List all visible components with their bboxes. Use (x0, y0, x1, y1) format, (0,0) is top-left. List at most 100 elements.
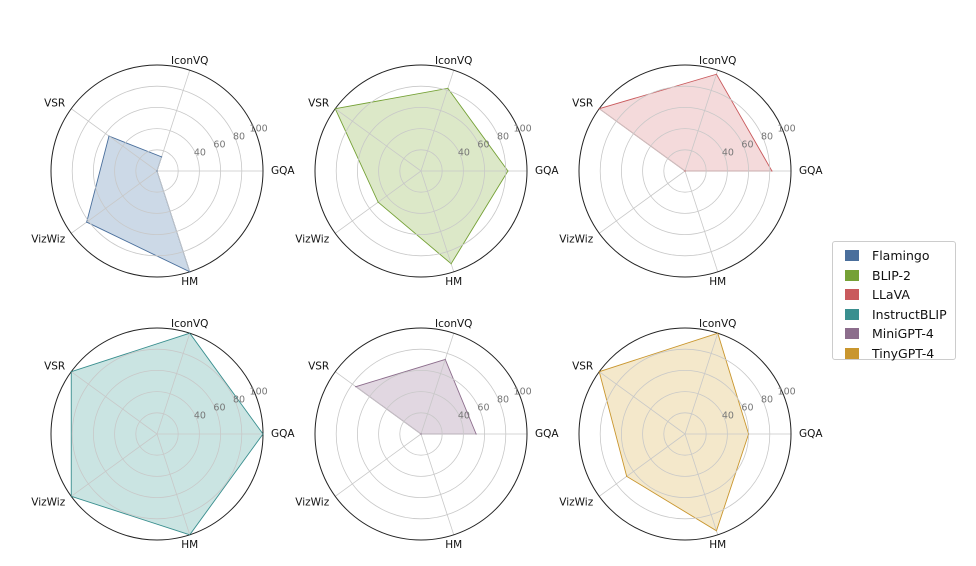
radial-tick-label: 40 (722, 411, 734, 422)
legend-swatch-llava (845, 289, 859, 301)
radial-tick-label: 40 (722, 148, 734, 159)
legend-swatch-flamingo (845, 250, 859, 262)
data-point-instructblip-hm (189, 534, 191, 536)
grid-spoke (599, 371, 686, 435)
grid-spoke (71, 108, 158, 172)
data-point-tinygpt4-gqa (748, 433, 750, 435)
legend-label-minigpt4: MiniGPT-4 (872, 326, 934, 342)
radar-panel-blip2: 40 60 80 100 GQA IconVQ VSR VizWiz HM (295, 55, 559, 288)
axis-label-iconvq: IconVQ (699, 55, 736, 67)
legend-item-blip2: BLIP-2 (845, 266, 955, 286)
grid-spoke (684, 170, 719, 272)
axis-label-vizwiz: VizWiz (31, 496, 65, 508)
radar-frame (50, 64, 264, 278)
axis-label-gqa: GQA (535, 165, 559, 177)
axis-label-hm: HM (181, 276, 198, 288)
grid-spoke (71, 433, 158, 497)
legend-item-flamingo: Flamingo (845, 246, 955, 266)
legend-label-tinygpt4: TinyGPT-4 (872, 345, 935, 361)
data-point-instructblip-gqa (262, 433, 264, 435)
grid-spoke (684, 433, 719, 535)
series-area-blip2 (334, 87, 509, 265)
grid-spoke (420, 333, 455, 435)
radar-frame (314, 327, 528, 541)
axis-label-hm: HM (709, 276, 726, 288)
radial-tick-label: 60 (741, 403, 753, 414)
legend-item-instructblip: InstructBLIP (845, 305, 955, 325)
radial-tick-label: 100 (514, 123, 532, 134)
radial-tick-label: 40 (458, 411, 470, 422)
axis-label-vizwiz: VizWiz (559, 496, 593, 508)
axis-label-vsr: VSR (44, 361, 65, 373)
axis-label-vsr: VSR (572, 98, 593, 110)
data-point-instructblip-vizwiz (70, 495, 72, 497)
axis-label-gqa: GQA (271, 428, 295, 440)
series-area-llava (598, 73, 773, 172)
data-point-flamingo-vizwiz (86, 221, 88, 223)
radial-tick-label: 80 (233, 132, 245, 143)
legend: Flamingo BLIP-2 LLaVA InstructBLIP MiniG… (832, 241, 956, 361)
grid-spoke (420, 170, 455, 272)
legend-swatch-minigpt4 (845, 328, 859, 340)
data-point-flamingo-iconvq (160, 156, 163, 158)
radar-frame (314, 64, 528, 278)
grid-spoke (420, 70, 455, 172)
series-area-tinygpt4 (598, 332, 750, 532)
axis-label-vsr: VSR (572, 361, 593, 373)
data-point-minigpt4-iconvq (444, 358, 446, 360)
data-point-tinygpt4-iconvq (717, 332, 719, 334)
radial-tick-label: 60 (741, 140, 753, 151)
data-point-tinygpt4-hm (715, 530, 718, 532)
radial-tick-label: 60 (213, 403, 225, 414)
axis-label-hm: HM (709, 539, 726, 551)
data-point-flamingo-hm (189, 271, 191, 273)
grid-spoke (420, 433, 455, 535)
radar-panel-flamingo: 40 60 80 100 GQA IconVQ VSR VizWiz HM (31, 55, 295, 288)
data-point-flamingo-gqa (156, 170, 158, 172)
legend-item-minigpt4: MiniGPT-4 (845, 324, 955, 344)
data-point-blip2-vsr (334, 108, 336, 110)
axis-label-vsr: VSR (308, 98, 329, 110)
data-point-llava-hm (684, 170, 686, 172)
data-point-tinygpt4-vizwiz (626, 475, 628, 477)
data-point-flamingo-vsr (108, 135, 110, 137)
radar-frame (578, 327, 792, 541)
axis-label-vizwiz: VizWiz (295, 233, 329, 245)
radar-panel-minigpt4: 40 60 80 100 GQA IconVQ VSR VizWiz HM (295, 318, 559, 551)
radial-tick-label: 80 (233, 395, 245, 406)
axis-label-vizwiz: VizWiz (295, 496, 329, 508)
axis-label-vizwiz: VizWiz (31, 233, 65, 245)
radar-panel-tinygpt4: 40 60 80 100 GQA IconVQ VSR VizWiz HM (559, 318, 823, 551)
axis-label-vizwiz: VizWiz (559, 233, 593, 245)
data-point-minigpt4-gqa (475, 433, 477, 435)
grid-spoke (335, 108, 422, 172)
legend-swatch-tinygpt4 (845, 347, 859, 359)
radial-tick-label: 60 (213, 140, 225, 151)
axis-label-iconvq: IconVQ (435, 318, 472, 330)
radar-panel-llava: 40 60 80 100 GQA IconVQ VSR VizWiz HM (559, 55, 823, 288)
axis-label-gqa: GQA (535, 428, 559, 440)
radial-tick-label: 100 (778, 386, 796, 397)
grid-spoke (71, 170, 158, 234)
axis-label-iconvq: IconVQ (171, 318, 208, 330)
axis-label-vsr: VSR (44, 98, 65, 110)
legend-item-llava: LLaVA (845, 285, 955, 305)
radial-tick-label: 80 (497, 395, 509, 406)
radial-tick-label: 60 (477, 140, 489, 151)
radial-tick-label: 40 (194, 411, 206, 422)
data-point-minigpt4-hm (420, 433, 422, 435)
radial-tick-label: 60 (477, 403, 489, 414)
grid-spoke (684, 70, 719, 172)
grid-spoke (156, 170, 191, 272)
grid-spoke (156, 333, 191, 435)
grid-spoke (71, 371, 158, 435)
legend-label-blip2: BLIP-2 (872, 267, 911, 283)
radial-tick-label: 100 (514, 386, 532, 397)
axis-label-iconvq: IconVQ (435, 55, 472, 67)
radar-frame (578, 64, 792, 278)
data-point-tinygpt4-vsr (598, 371, 600, 373)
radial-tick-label: 100 (778, 123, 796, 134)
radial-tick-label: 40 (194, 148, 206, 159)
axis-label-vsr: VSR (308, 361, 329, 373)
